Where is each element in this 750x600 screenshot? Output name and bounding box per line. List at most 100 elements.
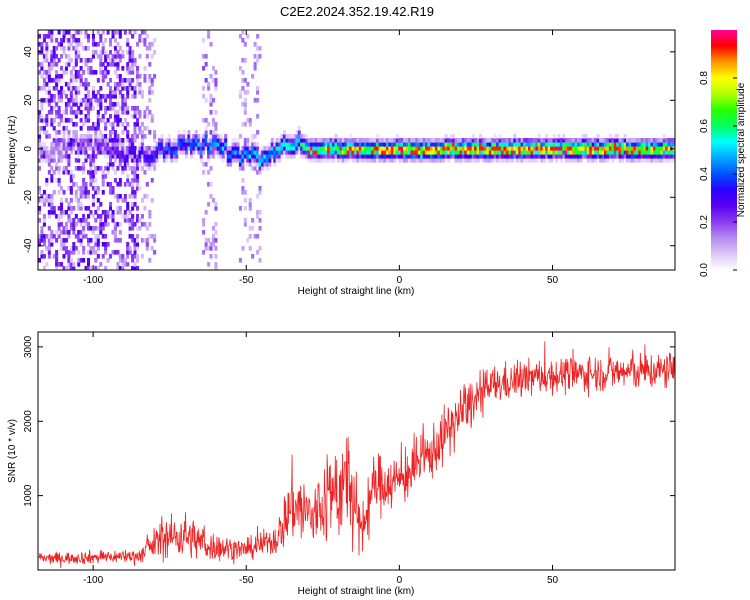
heatmap-cell — [113, 250, 117, 255]
heatmap-cell — [121, 82, 125, 87]
heatmap-cell — [486, 158, 490, 163]
heatmap-cell — [38, 142, 42, 147]
heatmap-cell — [104, 150, 108, 155]
heatmap-cell — [96, 78, 100, 83]
heatmap-cell — [123, 98, 127, 103]
spectrogram-y-label: Frequency (Hz) — [7, 116, 18, 185]
heatmap-cell — [248, 206, 252, 211]
heatmap-cell — [579, 138, 583, 143]
heatmap-cell — [523, 138, 527, 143]
heatmap-cell — [40, 234, 44, 239]
heatmap-cell — [55, 150, 59, 155]
heatmap-cell — [155, 150, 159, 155]
heatmap-cell — [136, 126, 140, 131]
heatmap-cell — [381, 158, 385, 163]
heatmap-cell — [373, 158, 377, 163]
heatmap-cell — [564, 150, 568, 155]
heatmap-cell — [395, 146, 399, 151]
heatmap-cell — [62, 142, 66, 147]
heatmap-cell — [221, 142, 225, 147]
heatmap-cell — [621, 142, 625, 147]
heatmap-cell — [47, 86, 51, 91]
heatmap-cell — [72, 146, 76, 151]
heatmap-cell — [77, 238, 81, 243]
heatmap-cell — [385, 142, 389, 147]
heatmap-cell — [341, 146, 345, 151]
heatmap-cell — [388, 158, 392, 163]
heatmap-cell — [180, 142, 184, 147]
heatmap-cell — [167, 154, 171, 159]
heatmap-cell — [57, 138, 61, 143]
heatmap-cell — [657, 150, 661, 155]
heatmap-cell — [47, 238, 51, 243]
heatmap-cell — [104, 58, 108, 63]
heatmap-cell — [101, 118, 105, 123]
heatmap-cell — [596, 138, 600, 143]
heatmap-cell — [420, 142, 424, 147]
heatmap-cell — [547, 150, 551, 155]
heatmap-cell — [64, 166, 68, 171]
heatmap-cell — [131, 86, 135, 91]
heatmap-cell — [283, 142, 287, 147]
heatmap-cell — [74, 94, 78, 99]
heatmap-cell — [557, 138, 561, 143]
heatmap-cell — [212, 142, 216, 147]
heatmap-cell — [672, 150, 675, 155]
heatmap-cell — [241, 178, 245, 183]
heatmap-cell — [143, 150, 147, 155]
heatmap-cell — [153, 138, 157, 143]
heatmap-cell — [319, 146, 323, 151]
heatmap-cell — [55, 82, 59, 87]
heatmap-cell — [104, 246, 108, 251]
heatmap-cell — [131, 214, 135, 219]
heatmap-cell — [400, 150, 404, 155]
heatmap-cell — [118, 146, 122, 151]
heatmap-cell — [87, 266, 91, 270]
heatmap-cell — [57, 170, 61, 175]
heatmap-cell — [96, 214, 100, 219]
heatmap-cell — [126, 110, 130, 115]
heatmap-cell — [82, 150, 86, 155]
heatmap-cell — [202, 170, 206, 175]
heatmap-cell — [136, 266, 140, 270]
heatmap-cell — [204, 162, 208, 167]
heatmap-cell — [660, 146, 664, 151]
heatmap-cell — [290, 154, 294, 159]
heatmap-cell — [253, 158, 257, 163]
heatmap-cell — [87, 38, 91, 43]
heatmap-cell — [94, 190, 98, 195]
heatmap-cell — [248, 158, 252, 163]
heatmap-cell — [77, 86, 81, 91]
heatmap-cell — [140, 198, 144, 203]
heatmap-cell — [113, 114, 117, 119]
heatmap-cell — [574, 150, 578, 155]
heatmap-cell — [89, 226, 93, 231]
heatmap-cell — [437, 158, 441, 163]
heatmap-cell — [515, 138, 519, 143]
heatmap-cell — [608, 142, 612, 147]
heatmap-cell — [265, 166, 269, 171]
heatmap-cell — [77, 54, 81, 59]
colorbar-tick-label: 0.6 — [699, 119, 710, 133]
heatmap-cell — [265, 154, 269, 159]
heatmap-cell — [427, 150, 431, 155]
heatmap-cell — [403, 138, 407, 143]
heatmap-cell — [99, 166, 103, 171]
heatmap-cell — [57, 158, 61, 163]
heatmap-cell — [297, 138, 301, 143]
heatmap-cell — [99, 38, 103, 43]
heatmap-cell — [136, 74, 140, 79]
heatmap-cell — [150, 42, 154, 47]
heatmap-cell — [116, 30, 120, 35]
heatmap-cell — [94, 250, 98, 255]
heatmap-cell — [104, 214, 108, 219]
heatmap-cell — [243, 218, 247, 223]
heatmap-cell — [207, 202, 211, 207]
heatmap-cell — [415, 146, 419, 151]
heatmap-cell — [650, 142, 654, 147]
heatmap-cell — [118, 266, 122, 270]
heatmap-cell — [606, 138, 610, 143]
heatmap-cell — [84, 58, 88, 63]
heatmap-cell — [207, 30, 211, 35]
heatmap-cell — [96, 242, 100, 247]
